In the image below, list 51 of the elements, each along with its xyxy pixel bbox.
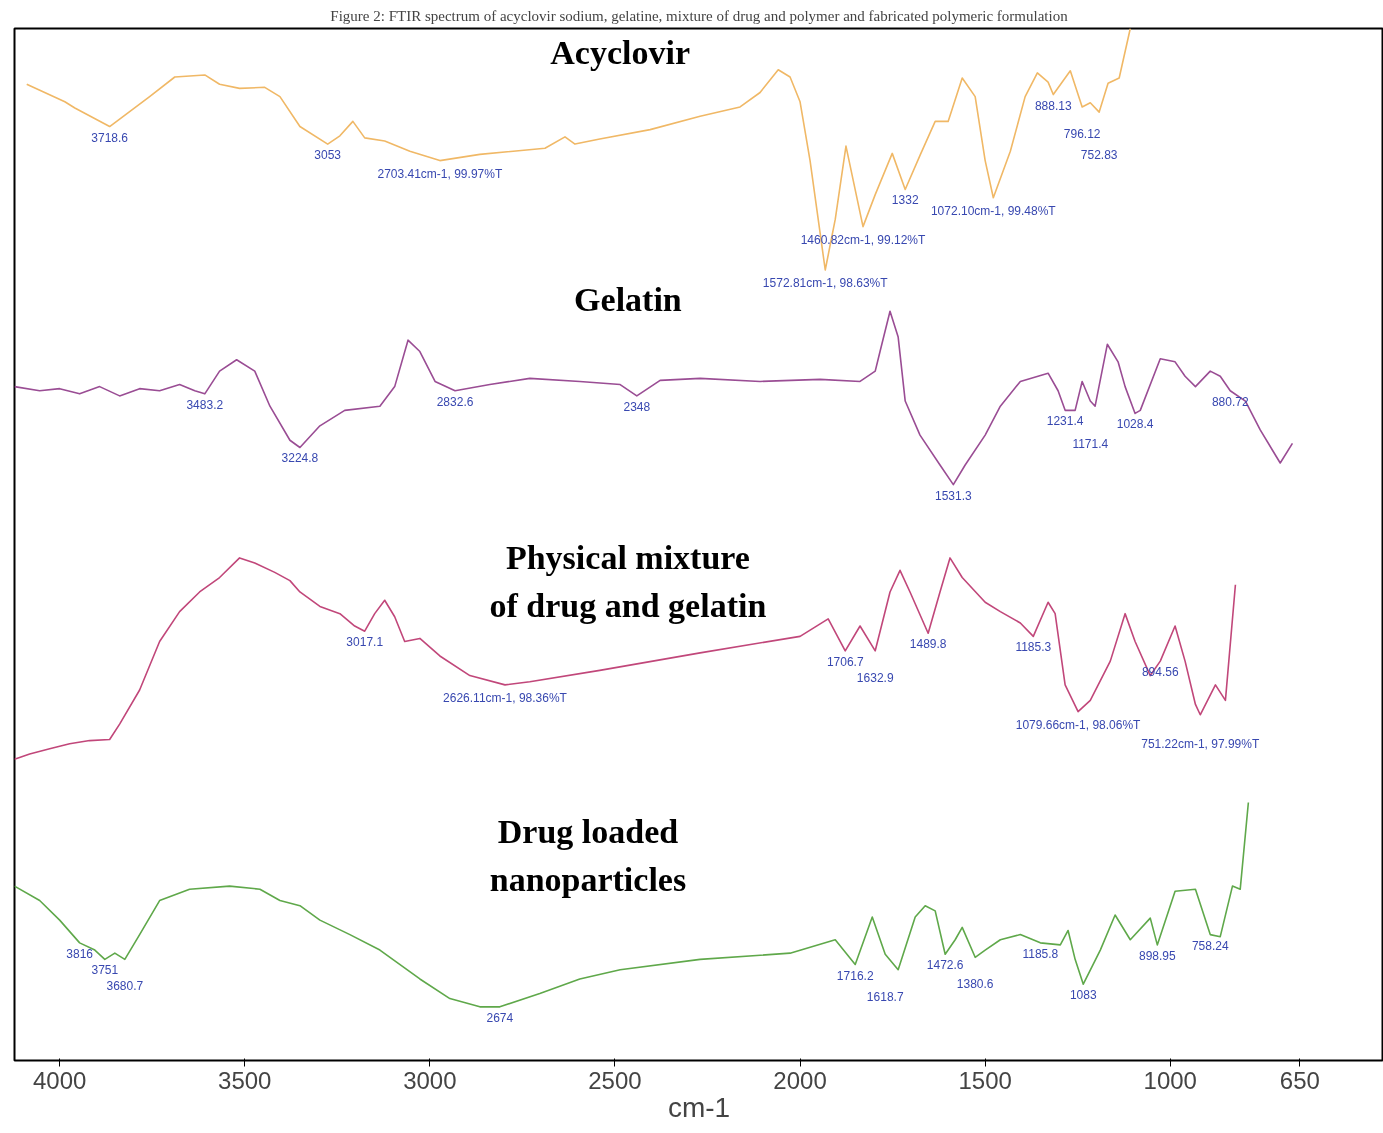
annotation: 888.13 xyxy=(1034,98,1072,113)
annotation: 1380.6 xyxy=(956,977,994,992)
series-label: Drug loaded nanoparticles xyxy=(489,812,687,898)
annotation: 796.12 xyxy=(1063,126,1101,141)
annotation: 1618.7 xyxy=(866,990,904,1005)
annotation: 2674 xyxy=(486,1010,514,1025)
annotation: 1489.8 xyxy=(909,637,947,652)
annotation: 1472.6 xyxy=(926,958,964,973)
annotation: 1171.4 xyxy=(1072,437,1109,452)
annotation: 751.22cm-1, 97.99%T xyxy=(1141,736,1260,751)
annotation: 2348 xyxy=(623,399,651,414)
annotation: 2703.41cm-1, 99.97%T xyxy=(377,166,503,181)
annotation: 3053 xyxy=(314,148,342,163)
annotation: 1706.7 xyxy=(826,654,864,669)
annotation: 1079.66cm-1, 98.06%T xyxy=(1015,717,1142,732)
annotation: 3680.7 xyxy=(106,979,144,994)
annotation: 1185.3 xyxy=(1015,640,1052,655)
annotation: 1716.2 xyxy=(836,968,874,983)
annotation: 1231.4 xyxy=(1046,414,1084,429)
annotation: 1531.3 xyxy=(934,488,973,503)
x-tick-label: 1500 xyxy=(958,1066,1012,1094)
x-tick-label: 1000 xyxy=(1143,1066,1197,1094)
annotation: 1572.81cm-1, 98.63%T xyxy=(762,275,889,290)
annotation: 3816 xyxy=(66,946,94,961)
annotation: 1185.8 xyxy=(1022,946,1059,961)
annotation: 1632.9 xyxy=(856,670,894,685)
annotation: 2626.11cm-1, 98.36%T xyxy=(443,690,568,705)
series-label: Acyclovir xyxy=(550,33,691,71)
annotation: 1072.10cm-1, 99.48%T xyxy=(930,203,1057,218)
annotation: 3017.1 xyxy=(346,635,384,650)
annotation: 3483.2 xyxy=(186,397,224,412)
series-label: Gelatin xyxy=(574,281,682,319)
annotation: 898.95 xyxy=(1138,948,1176,963)
annotation: 1083 xyxy=(1069,988,1097,1003)
annotation: 3224.8 xyxy=(281,451,319,466)
x-tick-label: 2000 xyxy=(773,1066,827,1094)
annotation: 3751 xyxy=(91,963,119,978)
x-tick-label: 4000 xyxy=(32,1066,87,1094)
x-axis-title: cm-1 xyxy=(667,1091,731,1123)
x-tick-label: 2500 xyxy=(588,1066,642,1094)
annotation: 1028.4 xyxy=(1116,417,1154,432)
annotation: 1332 xyxy=(891,193,919,208)
annotation: 2832.6 xyxy=(436,394,474,409)
x-tick-label: 650 xyxy=(1279,1066,1320,1094)
series-label: Physical mixture of drug and gelatin xyxy=(489,539,767,625)
x-tick-label: 3500 xyxy=(218,1066,272,1094)
chart-title: Figure 2: FTIR spectrum of acyclovir sodium, gelatine, mixture of drug and polymer and fabricated polymeric formulation xyxy=(330,7,1069,24)
annotation: 758.24 xyxy=(1191,938,1229,953)
x-tick-label: 3000 xyxy=(403,1066,457,1094)
annotation: 3718.6 xyxy=(91,130,129,145)
annotation: 752.83 xyxy=(1080,148,1118,163)
